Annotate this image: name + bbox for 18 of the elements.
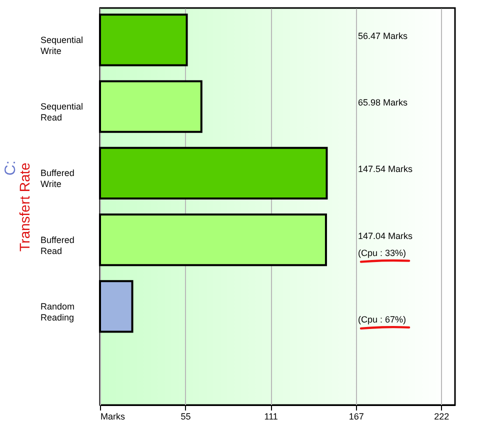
annotation: (Cpu : 33%) [358,248,406,258]
x-tick-label: 222 [434,412,450,422]
annotation: 56.47 Marks [358,30,408,41]
x-tick-label: 111 [264,412,278,422]
y-tick-label: Sequential Write [40,34,84,56]
annotation: 65.98 Marks [358,98,408,108]
y-tick-label: Buffered Write [40,168,74,190]
y-tick-label: Random Reading [40,301,75,322]
y-axis-title: Transfert Rate [16,162,32,252]
x-tick-label: 55 [180,412,191,422]
annotation: 147.04 Marks [358,230,414,241]
text: C: [2,160,19,176]
y-tick-label: Sequential Read [40,102,84,123]
x-tick-label: 167 [348,412,364,422]
y-tick-label: Buffered Read [40,234,74,256]
annotation: 147.54 Marks [358,164,414,174]
x-tick-label: Marks [100,412,126,422]
annotation: (Cpu : 67%) [358,314,406,324]
